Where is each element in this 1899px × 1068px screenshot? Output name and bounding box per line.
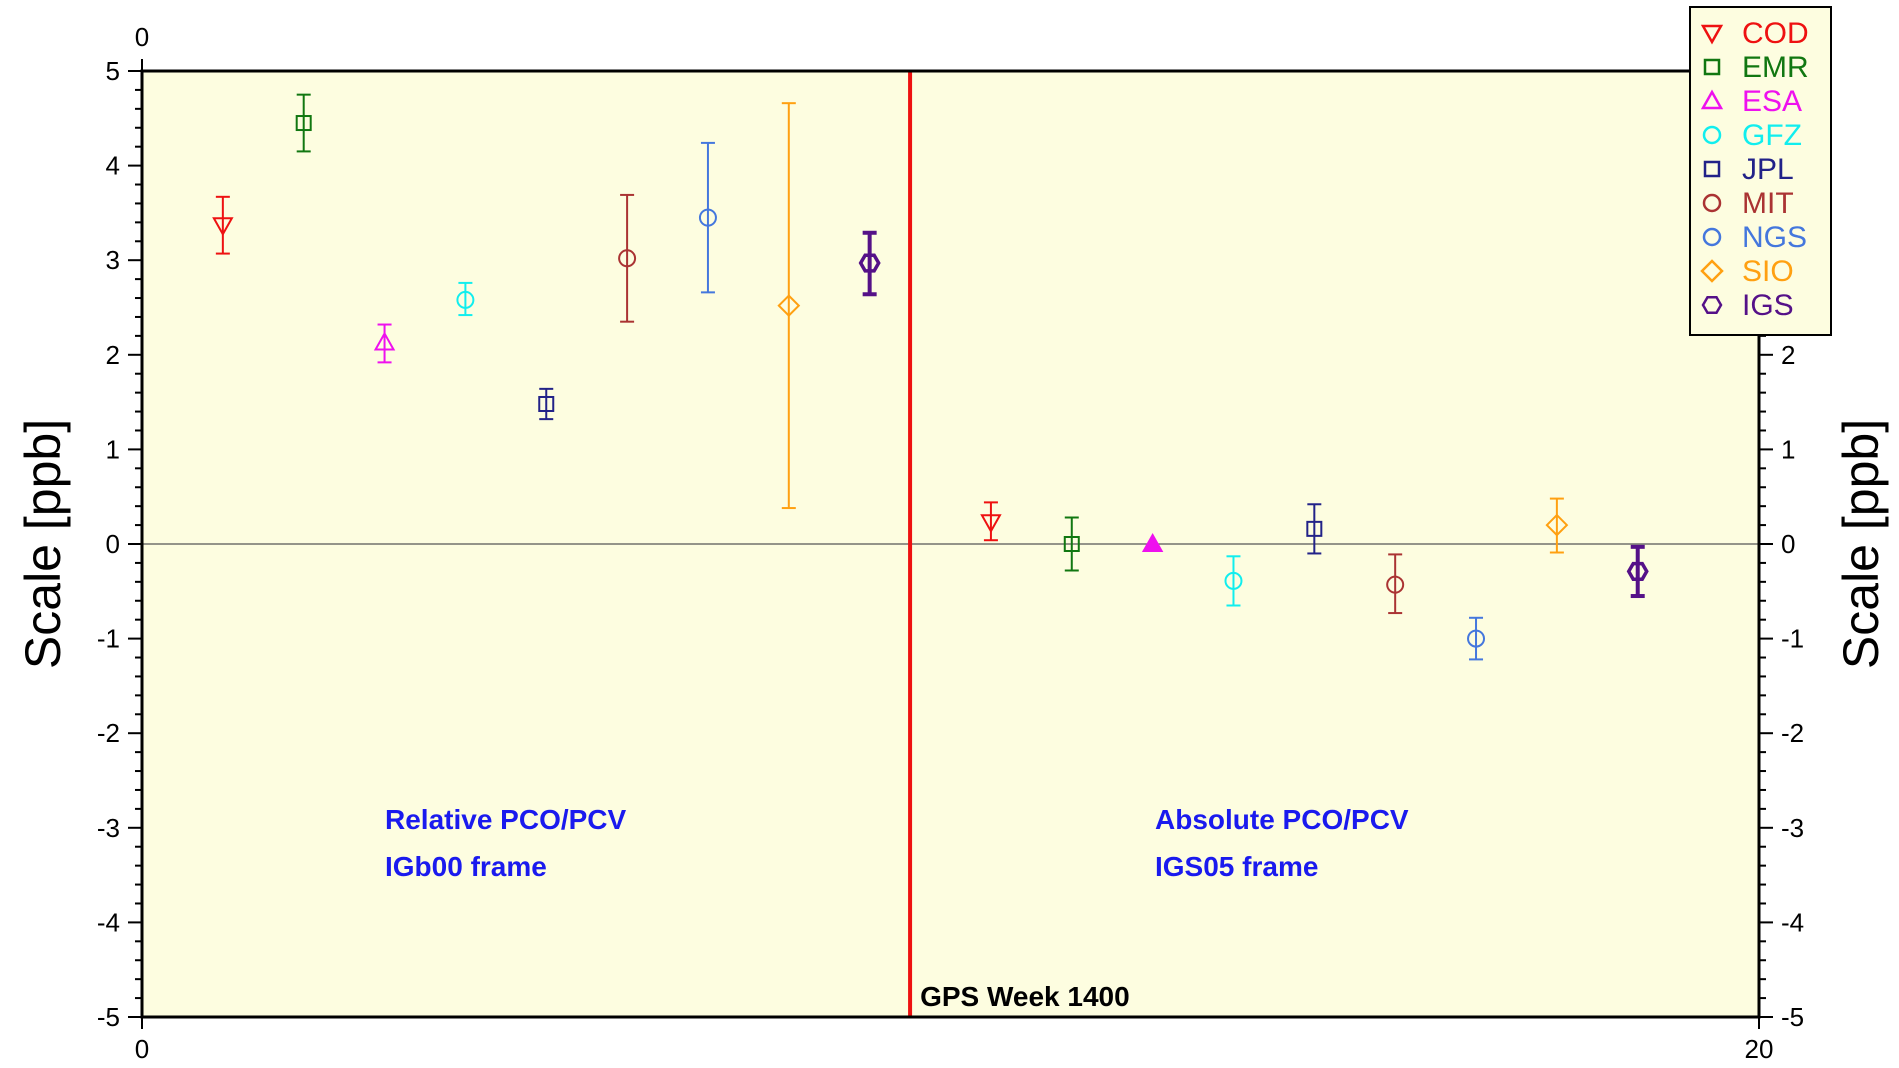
y-tick-label-right: -3 <box>1781 813 1804 843</box>
y-tick-label: 1 <box>106 434 120 464</box>
data-point-ngs <box>1467 616 1486 661</box>
data-point-mit <box>1386 553 1405 615</box>
point-marker <box>980 514 1002 534</box>
data-point-gfz <box>1224 555 1243 607</box>
point-marker <box>373 331 396 351</box>
y-tick-label: -4 <box>97 907 120 937</box>
point-marker <box>1141 532 1164 552</box>
data-point-igs <box>858 230 881 297</box>
y-tick-label: -3 <box>97 813 120 843</box>
igb00-frame-label: IGb00 frame <box>385 851 547 882</box>
legend-label-emr: EMR <box>1742 51 1809 84</box>
point-marker <box>1467 629 1486 648</box>
top-x-tick-label: 0 <box>135 22 149 52</box>
legend-label-igs: IGS <box>1742 289 1794 322</box>
gps-week-label: GPS Week 1400 <box>920 981 1130 1012</box>
legend-marker-esa <box>1700 89 1724 110</box>
y-tick-label-right: -5 <box>1781 1002 1804 1032</box>
data-point-esa <box>373 323 396 364</box>
igs05-frame-label: IGS05 frame <box>1155 851 1318 882</box>
data-point-jpl <box>538 387 555 421</box>
legend-marker-cod <box>1700 24 1724 45</box>
data-point-gfz <box>456 281 475 317</box>
legend-label-jpl: JPL <box>1742 153 1794 186</box>
point-marker <box>777 294 801 318</box>
y-tick-label-right: 0 <box>1781 529 1795 559</box>
data-point-mit <box>618 193 637 323</box>
point-marker <box>1386 575 1405 594</box>
data-point-igs <box>1626 544 1649 599</box>
y-tick-label: -2 <box>97 718 120 748</box>
point-marker <box>538 395 555 412</box>
legend-label-esa: ESA <box>1742 85 1802 118</box>
point-marker <box>1306 520 1323 537</box>
absolute-pco-label: Absolute PCO/PCV <box>1155 804 1409 835</box>
y-tick-label-right: 1 <box>1781 434 1795 464</box>
point-marker <box>456 290 475 309</box>
y-tick-label: -5 <box>97 1002 120 1032</box>
legend-marker-igs <box>1701 295 1723 315</box>
data-point-esa <box>1141 532 1164 552</box>
y-tick-label: 0 <box>106 529 120 559</box>
y-tick-label: -1 <box>97 624 120 654</box>
legend-label-gfz: GFZ <box>1742 119 1802 152</box>
data-point-cod <box>980 501 1002 542</box>
legend-label-ngs: NGS <box>1742 221 1807 254</box>
data-point-jpl <box>1306 503 1323 555</box>
point-marker <box>1224 571 1243 590</box>
legend-marker-sio <box>1700 259 1724 283</box>
legend-marker-jpl <box>1703 160 1721 178</box>
legend-label-sio: SIO <box>1742 255 1794 288</box>
point-marker <box>212 217 234 237</box>
legend-marker-emr <box>1703 58 1721 76</box>
point-marker <box>1626 561 1649 581</box>
data-point-emr <box>295 93 312 153</box>
data-point-sio <box>777 102 801 510</box>
point-marker <box>295 115 312 132</box>
data-point-ngs <box>698 141 717 294</box>
point-marker <box>698 208 717 227</box>
y-tick-label-right: 2 <box>1781 340 1795 370</box>
y-tick-label-right: -4 <box>1781 907 1804 937</box>
y-tick-label: 2 <box>106 340 120 370</box>
relative-pco-label: Relative PCO/PCV <box>385 804 627 835</box>
point-marker <box>618 249 637 268</box>
x-tick-label-20: 20 <box>1745 1034 1774 1064</box>
legend-marker-gfz <box>1702 125 1722 145</box>
legend-marker-mit <box>1702 193 1722 213</box>
y-tick-label: 5 <box>106 56 120 86</box>
data-point-emr <box>1063 516 1080 572</box>
data-point-cod <box>212 195 234 255</box>
point-marker <box>858 253 881 273</box>
y-tick-label-right: -2 <box>1781 718 1804 748</box>
data-point-sio <box>1545 497 1569 554</box>
legend-marker-ngs <box>1702 227 1722 247</box>
legend-label-cod: COD <box>1742 17 1809 50</box>
x-tick-label-0: 0 <box>135 1034 149 1064</box>
y-tick-label-right: -1 <box>1781 624 1804 654</box>
y-tick-label: 4 <box>106 151 120 181</box>
y-tick-label: 3 <box>106 245 120 275</box>
plot-frame <box>140 69 1761 1019</box>
legend-label-mit: MIT <box>1742 187 1794 220</box>
point-marker <box>1063 536 1080 552</box>
data-points <box>212 93 1649 661</box>
y-axis-title-right: Scale [ppb] <box>1833 419 1889 669</box>
y-axis-title: Scale [ppb] <box>15 419 71 669</box>
point-marker <box>1545 513 1569 537</box>
